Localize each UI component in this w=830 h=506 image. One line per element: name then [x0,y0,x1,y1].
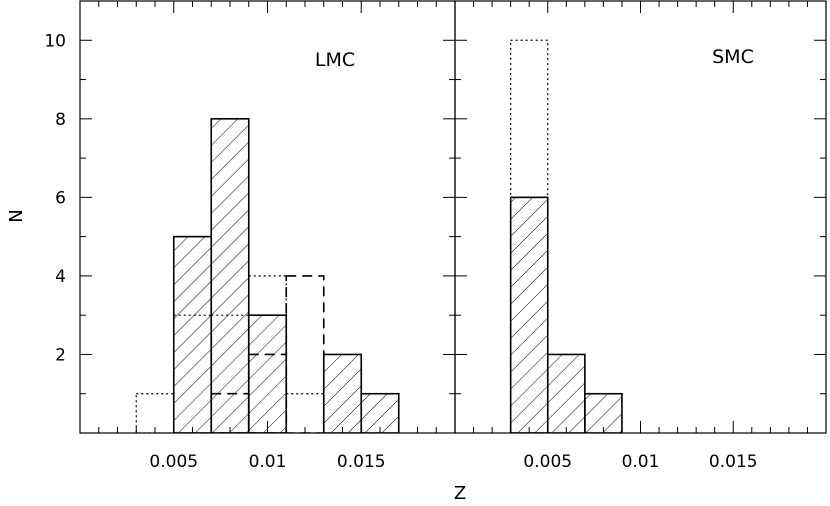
lmc-x-tick-label: 0.015 [337,452,386,472]
lmc-hatched-bar-0 [172,235,213,433]
lmc-panel-label: LMC [315,49,355,71]
lmc-hatched-bar-2 [247,314,288,433]
lmc-panel: 0.005 0.01 0.015 2 4 6 8 10 LMC [44,0,456,472]
lmc-dashed-bar-2 [285,275,325,433]
lmc-dashed-bar-0 [210,392,250,433]
y-axis-label: N [6,209,27,222]
smc-hatched-bar-0 [509,196,549,433]
lmc-y-tick-label: 2 [55,345,66,365]
smc-hatched-bar-1 [546,353,586,433]
lmc-y-tick-label: 8 [55,110,66,130]
smc-panel: 0.005 0.01 0.015 SMC [454,0,827,472]
lmc-y-tick-label: 6 [55,188,66,208]
lmc-y-tick-label: 10 [44,31,66,51]
smc-x-tick-label: 0.01 [622,452,660,472]
lmc-y-tick-label: 4 [55,267,66,287]
lmc-dashed-bar-1 [247,353,288,433]
lmc-x-tick-label: 0.005 [149,452,198,472]
lmc-hatched-bar-1 [210,118,250,433]
smc-hatched-bar-2 [584,392,623,433]
smc-x-tick-label: 0.015 [709,452,758,472]
smc-panel-label: SMC [712,46,754,68]
x-axis-label: Z [454,483,466,504]
lmc-x-tick-label: 0.01 [249,452,287,472]
smc-x-tick-label: 0.005 [523,452,572,472]
lmc-hatched-bar-4 [322,353,363,433]
